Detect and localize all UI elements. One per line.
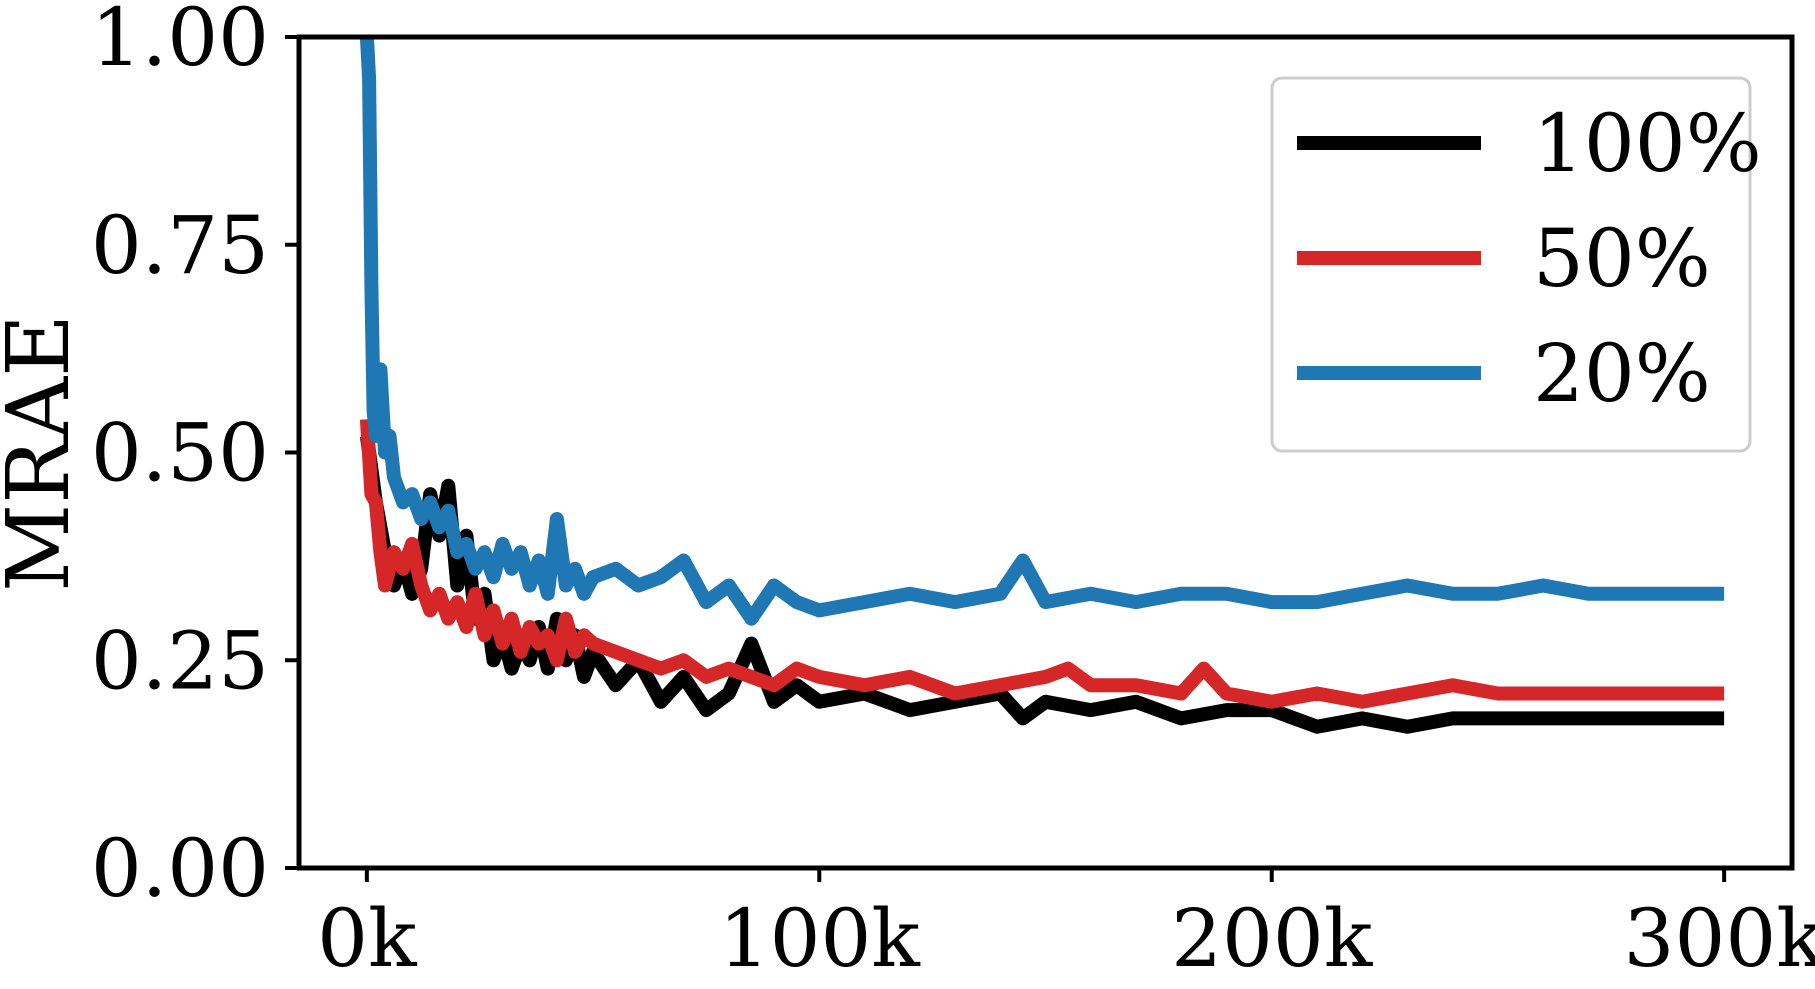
series-line-50pct — [359, 418, 1725, 709]
x-tick-label: 100k — [719, 892, 922, 985]
series-line-20pct — [359, 37, 1725, 626]
y-axis-label: MRAE — [0, 314, 89, 592]
legend-label: 50% — [1533, 212, 1711, 305]
series-layer — [359, 37, 1725, 734]
x-tick-label: 200k — [1171, 892, 1374, 985]
legend: 100% 50% 20% — [1270, 76, 1762, 453]
x-tick-label: 300k — [1624, 892, 1815, 985]
y-tick-label: 0.50 — [91, 407, 269, 500]
y-tick-label: 0.00 — [91, 822, 269, 915]
legend-label: 100% — [1533, 97, 1762, 190]
y-tick-label: 0.25 — [91, 614, 269, 707]
y-tick-label: 1.00 — [91, 0, 269, 84]
y-tick-label: 0.75 — [91, 199, 269, 292]
x-tick-label: 0k — [317, 892, 418, 985]
legend-box — [1270, 76, 1752, 453]
legend-label: 20% — [1533, 327, 1711, 420]
axes-layer: 0k 100k 200k 300k 0.00 0.25 0.50 0.75 1.00 — [91, 0, 1815, 985]
